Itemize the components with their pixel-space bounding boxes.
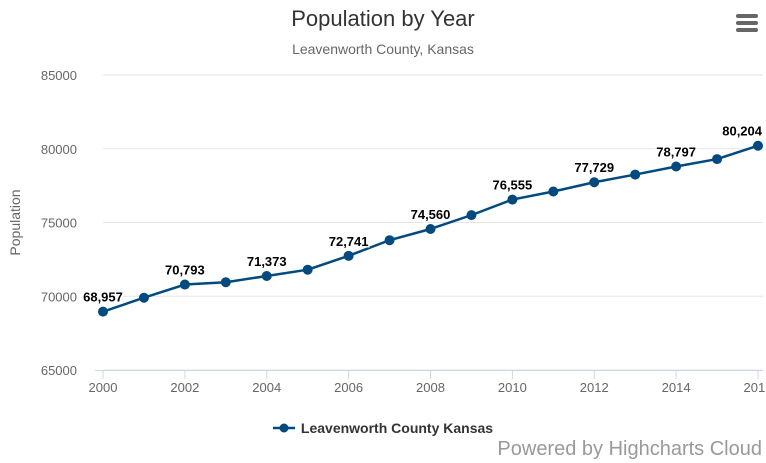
data-point[interactable]	[548, 186, 559, 197]
data-point[interactable]	[302, 264, 313, 275]
data-label: 78,797	[656, 144, 696, 159]
legend-marker-icon	[272, 423, 295, 433]
y-tick-label: 70000	[41, 289, 77, 304]
legend-item[interactable]: Leavenworth County Kansas	[0, 420, 766, 436]
data-point[interactable]	[384, 235, 395, 246]
y-axis-label: Population	[7, 189, 23, 255]
data-point[interactable]	[343, 250, 354, 261]
legend-label: Leavenworth County Kansas	[300, 420, 494, 436]
data-point[interactable]	[712, 154, 723, 165]
x-tick-label: 2010	[498, 380, 527, 395]
chart-title: Population by Year	[291, 6, 475, 31]
data-point[interactable]	[671, 161, 682, 172]
x-tick-label: 2006	[334, 380, 363, 395]
x-tick-label: 2004	[252, 380, 281, 395]
data-label: 71,373	[247, 254, 287, 269]
x-tick-label: 2016	[744, 380, 766, 395]
data-point[interactable]	[589, 177, 600, 188]
series-group: 68,957 70,793 71,373 72,741 74,560 76,555 77,7…	[82, 122, 764, 317]
data-point[interactable]	[261, 270, 272, 281]
x-tick-label: 2000	[89, 380, 118, 395]
data-point[interactable]	[179, 279, 190, 290]
x-tick-label: 2014	[662, 380, 691, 395]
data-point[interactable]	[630, 169, 641, 180]
y-tick-label: 80000	[41, 142, 77, 157]
credits-link[interactable]: Powered by Highcharts Cloud	[497, 438, 762, 460]
x-tick-label: 2002	[170, 380, 199, 395]
menu-bar	[736, 14, 758, 18]
data-point[interactable]	[220, 277, 231, 288]
data-label: 74,560	[411, 207, 451, 222]
data-label: 80,204	[722, 124, 763, 139]
data-label: 70,793	[165, 263, 205, 278]
menu-bar	[736, 21, 758, 25]
data-point[interactable]	[98, 306, 108, 317]
gridlines	[103, 74, 763, 371]
chart-subtitle: Leavenworth County, Kansas	[292, 41, 474, 57]
y-tick-label: 75000	[41, 216, 77, 231]
data-point[interactable]	[753, 140, 763, 151]
x-tick-label: 2012	[580, 380, 609, 395]
data-label: 77,729	[574, 160, 614, 175]
y-tick-label: 65000	[41, 363, 77, 378]
x-axis-ticks: 2000 2002 2004 2006 2008 2010 2012 2014 2016	[89, 370, 766, 395]
data-point[interactable]	[466, 210, 477, 221]
data-label: 72,741	[329, 234, 369, 249]
hamburger-menu-icon[interactable]	[736, 14, 760, 36]
data-point[interactable]	[138, 292, 149, 303]
data-point[interactable]	[425, 223, 436, 234]
data-label: 68,957	[83, 290, 123, 305]
x-tick-label: 2008	[416, 380, 445, 395]
menu-bar	[736, 28, 758, 32]
y-axis-ticks: 65000 70000 75000 80000 85000	[41, 68, 77, 378]
data-label: 76,555	[492, 178, 532, 193]
y-tick-label: 85000	[41, 68, 77, 83]
data-point[interactable]	[507, 194, 518, 205]
